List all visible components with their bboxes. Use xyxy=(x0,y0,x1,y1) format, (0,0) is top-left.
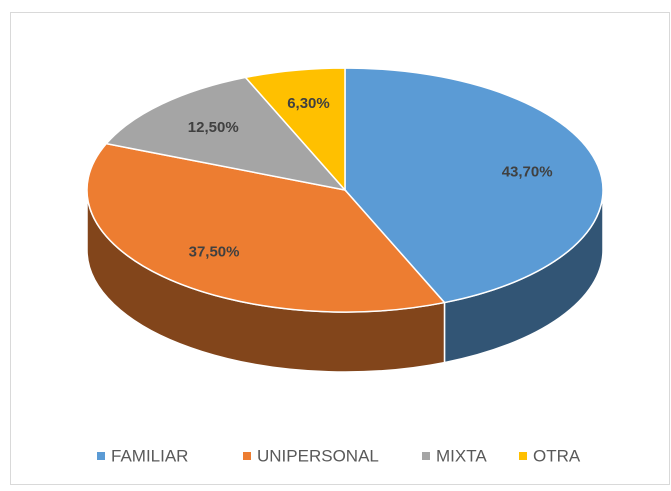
legend-label: UNIPERSONAL xyxy=(257,446,379,465)
legend-swatch xyxy=(97,452,105,460)
legend-label: FAMILIAR xyxy=(111,446,188,465)
pie-slice xyxy=(104,76,348,192)
legend-swatch xyxy=(519,452,527,460)
data-label: 12,50% xyxy=(188,119,239,136)
legend-swatch xyxy=(422,452,430,460)
data-label: 6,30% xyxy=(287,95,330,112)
legend-label: OTRA xyxy=(533,446,581,465)
pie-tops xyxy=(86,67,604,313)
data-labels: 43,70% 37,50% 12,50% 6,30% xyxy=(188,95,553,260)
legend-swatch xyxy=(243,452,251,460)
data-label: 43,70% xyxy=(502,164,553,181)
pie-slice xyxy=(244,67,346,192)
legend-label: MIXTA xyxy=(436,446,487,465)
legend: FAMILIAR UNIPERSONAL MIXTA OTRA xyxy=(97,446,581,465)
data-label: 37,50% xyxy=(189,243,240,260)
pie-slice xyxy=(86,142,446,313)
pie-slice xyxy=(344,67,604,304)
